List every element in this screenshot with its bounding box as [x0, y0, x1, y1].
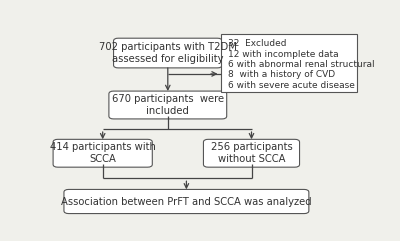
FancyBboxPatch shape [114, 38, 222, 68]
Text: 702 participants with T2DM
assessed for eligibility: 702 participants with T2DM assessed for … [99, 42, 237, 64]
FancyBboxPatch shape [204, 139, 300, 167]
Text: Association between PrFT and SCCA was analyzed: Association between PrFT and SCCA was an… [61, 196, 312, 207]
Bar [220, 34, 357, 92]
Text: 256 participants
without SCCA: 256 participants without SCCA [211, 142, 292, 164]
FancyBboxPatch shape [53, 139, 152, 167]
Text: 414 participants with
SCCA: 414 participants with SCCA [50, 142, 156, 164]
FancyBboxPatch shape [109, 91, 227, 119]
Text: 670 participants  were
included: 670 participants were included [112, 94, 224, 116]
FancyBboxPatch shape [64, 189, 309, 214]
Text: 32  Excluded
12 with incomplete data
6 with abnormal renal structural
8  with a : 32 Excluded 12 with incomplete data 6 wi… [228, 39, 375, 90]
